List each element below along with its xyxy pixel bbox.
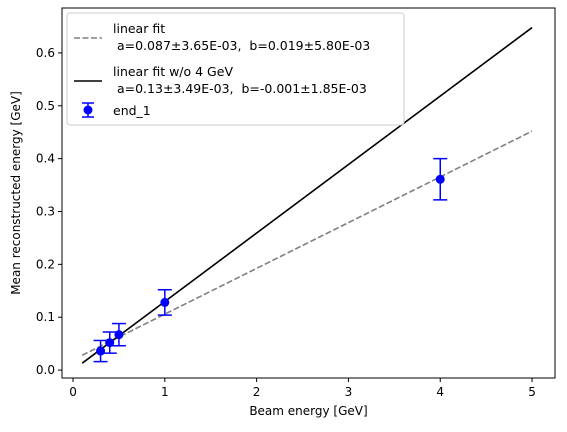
legend-label-linear-fit-params: a=0.087±3.65E-03, b=0.019±5.80E-03 bbox=[113, 38, 370, 53]
y-tick-label: 0.4 bbox=[36, 152, 55, 166]
plot-frame bbox=[61, 7, 556, 379]
legend-box bbox=[66, 12, 405, 126]
x-tick-label: 3 bbox=[345, 385, 353, 399]
x-axis-ticks: 0 1 2 3 4 5 bbox=[69, 378, 536, 399]
fit-line-linear bbox=[81, 130, 533, 356]
x-axis-label: Beam energy [GeV] bbox=[249, 404, 367, 418]
y-tick-label: 0.1 bbox=[36, 310, 55, 324]
y-axis-ticks: 0.0 0.1 0.2 0.3 0.4 0.5 0.6 bbox=[36, 46, 62, 377]
data-point bbox=[114, 330, 124, 340]
y-tick-label: 0.2 bbox=[36, 257, 55, 271]
legend-marker bbox=[83, 105, 93, 115]
data-point bbox=[105, 338, 115, 348]
data-point bbox=[160, 297, 170, 307]
fit-line-wo-4gev bbox=[81, 26, 533, 364]
x-tick-label: 0 bbox=[69, 385, 77, 399]
y-tick-label: 0.0 bbox=[36, 363, 55, 377]
x-tick-label: 5 bbox=[528, 385, 536, 399]
legend: linear fit a=0.087±3.65E-03, b=0.019±5.8… bbox=[66, 12, 405, 126]
error-bars bbox=[93, 157, 448, 363]
legend-label-end-1: end_1 bbox=[113, 103, 151, 118]
data-points bbox=[96, 174, 445, 356]
y-tick-label: 0.3 bbox=[36, 205, 55, 219]
data-point bbox=[96, 346, 106, 356]
y-axis-label: Mean reconstructed energy [GeV] bbox=[9, 91, 23, 295]
legend-label-linear-fit: linear fit bbox=[113, 21, 165, 36]
y-tick-label: 0.6 bbox=[36, 46, 55, 60]
legend-swatch-end-1 bbox=[82, 102, 94, 118]
fit-lines bbox=[81, 26, 533, 364]
x-tick-label: 1 bbox=[161, 385, 169, 399]
x-tick-label: 2 bbox=[253, 385, 261, 399]
y-tick-label: 0.5 bbox=[36, 99, 55, 113]
legend-label-linear-fit-wo-4gev: linear fit w/o 4 GeV bbox=[113, 64, 233, 79]
data-point bbox=[435, 174, 445, 184]
legend-label-linear-fit-wo-4gev-params: a=0.13±3.49E-03, b=-0.001±1.85E-03 bbox=[113, 81, 367, 96]
x-tick-label: 4 bbox=[436, 385, 444, 399]
